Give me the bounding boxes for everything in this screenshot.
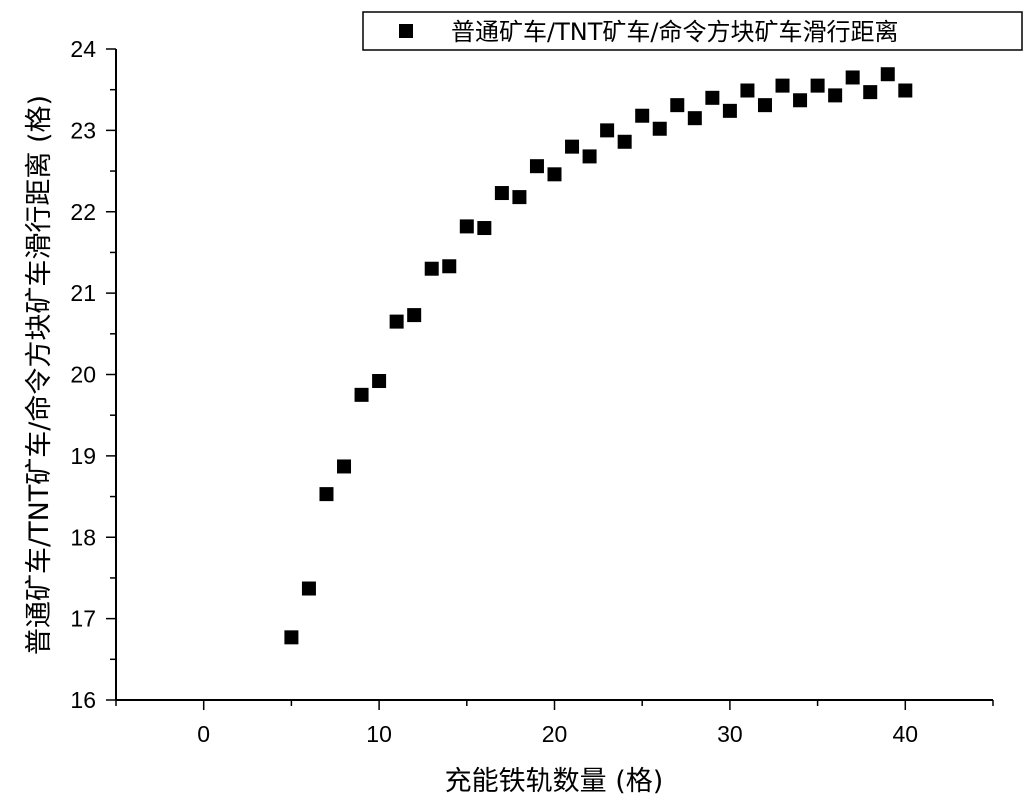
- y-tick-label: 21: [70, 280, 96, 306]
- data-point: [898, 83, 913, 98]
- data-point: [372, 374, 387, 389]
- x-tick-label: 20: [542, 721, 568, 747]
- data-point: [407, 308, 422, 323]
- data-point: [705, 90, 720, 105]
- legend-label: 普通矿车/TNT矿车/命令方块矿车滑行距离: [451, 18, 898, 46]
- y-tick-label: 16: [70, 687, 96, 713]
- data-points: [284, 67, 913, 645]
- data-point: [512, 190, 527, 205]
- data-point: [652, 121, 667, 136]
- axes: [115, 49, 993, 701]
- data-point: [722, 103, 737, 118]
- legend-marker: [399, 24, 413, 38]
- data-point: [284, 630, 299, 645]
- y-axis-title: 普通矿车/TNT矿车/命令方块矿车滑行距离 (格): [24, 95, 55, 655]
- data-point: [529, 159, 544, 174]
- data-point: [740, 83, 755, 98]
- tick-labels: 0 10 20 30 40 16 17 18 19 20 21 22 23 24: [70, 36, 918, 747]
- axis-ticks: [106, 48, 994, 710]
- x-tick-label: 40: [893, 721, 919, 747]
- y-tick-label: 19: [70, 443, 96, 469]
- data-point: [670, 98, 685, 113]
- legend-box: [362, 11, 1023, 51]
- x-axis-title: 充能铁轨数量 (格): [445, 766, 664, 797]
- y-tick-label: 18: [70, 524, 96, 550]
- data-point: [845, 70, 860, 85]
- data-point: [828, 88, 843, 103]
- data-point: [459, 219, 474, 234]
- data-point: [617, 134, 632, 149]
- data-point: [424, 261, 439, 276]
- data-point: [582, 149, 597, 164]
- data-point: [687, 111, 702, 126]
- legend: 普通矿车/TNT矿车/命令方块矿车滑行距离: [362, 11, 1023, 51]
- x-tick-label: 0: [197, 721, 210, 747]
- y-tick-label: 17: [70, 606, 96, 632]
- data-point: [319, 487, 334, 502]
- y-tick-label: 23: [70, 117, 96, 143]
- data-point: [565, 139, 580, 154]
- data-point: [635, 108, 650, 123]
- data-point: [494, 186, 509, 201]
- x-tick-label: 10: [366, 721, 392, 747]
- data-point: [757, 98, 772, 113]
- data-point: [600, 123, 615, 138]
- data-point: [863, 85, 878, 100]
- data-point: [477, 221, 492, 236]
- data-point: [301, 581, 316, 596]
- data-point: [442, 259, 457, 274]
- y-tick-label: 22: [70, 199, 96, 225]
- y-tick-label: 24: [70, 36, 96, 62]
- data-point: [337, 459, 352, 474]
- y-tick-label: 20: [70, 362, 96, 388]
- data-point: [547, 167, 562, 182]
- data-point: [793, 93, 808, 108]
- data-point: [880, 67, 895, 82]
- data-point: [389, 314, 404, 329]
- data-point: [354, 387, 369, 402]
- x-tick-label: 30: [717, 721, 743, 747]
- data-point: [810, 78, 825, 93]
- data-point: [775, 78, 790, 93]
